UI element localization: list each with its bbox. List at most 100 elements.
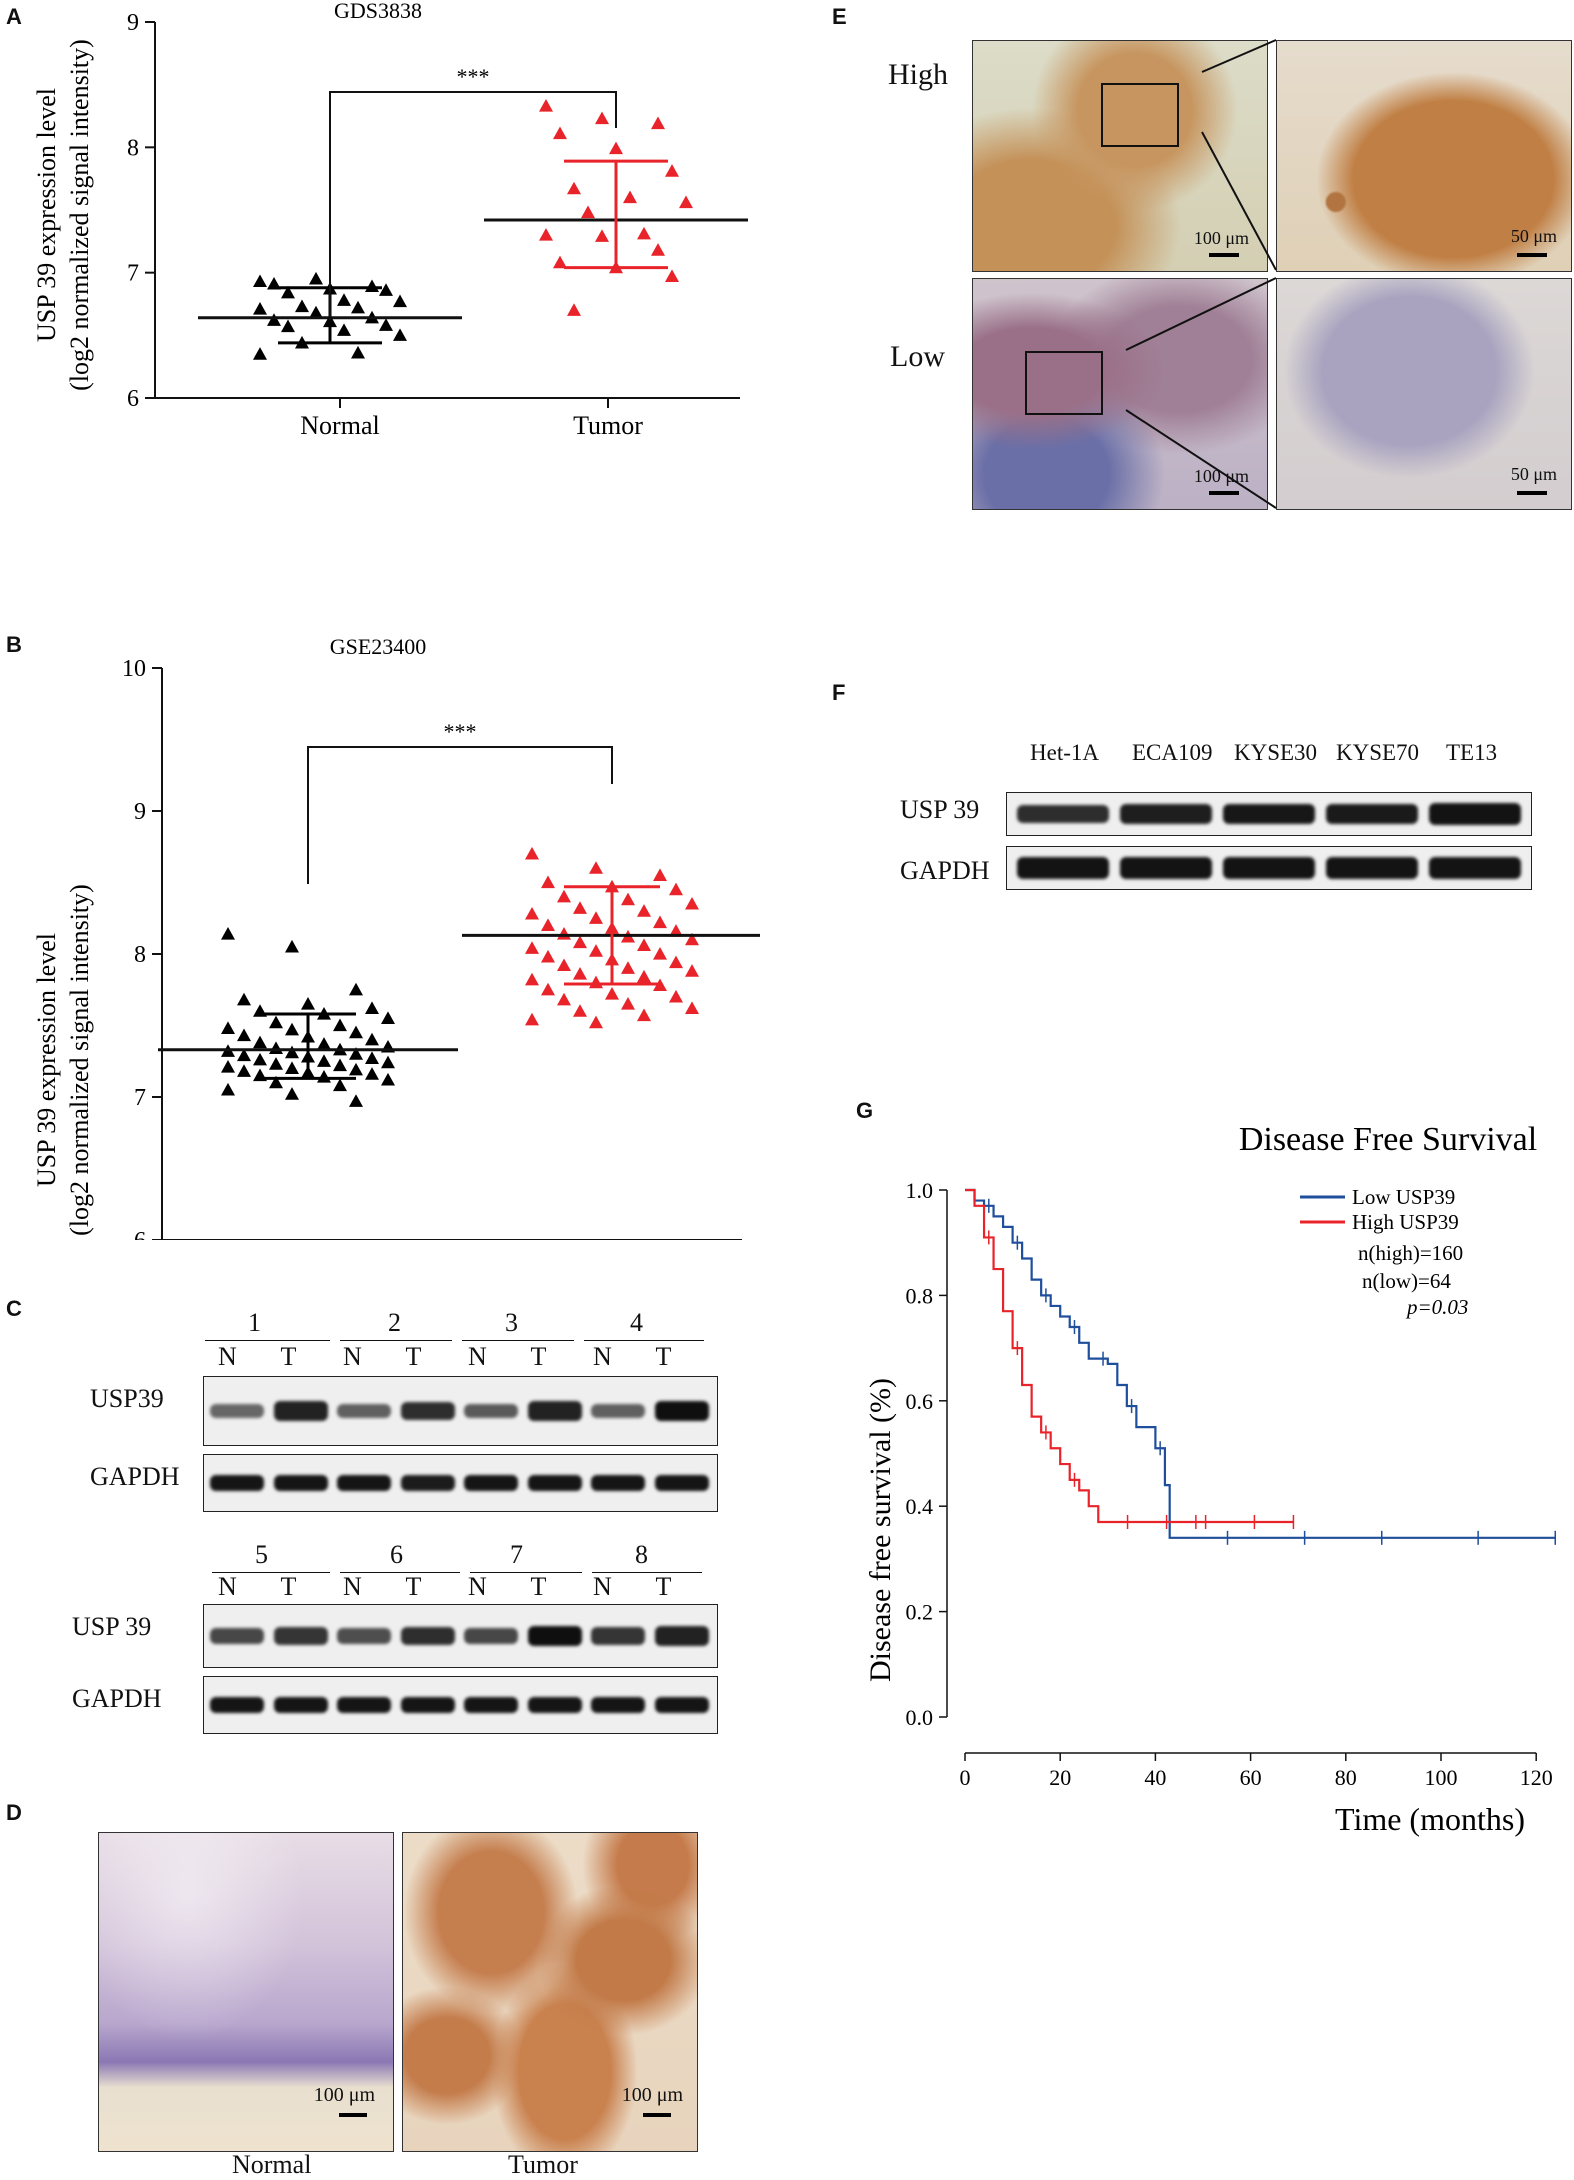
chart-b-ylabel-2: (log2 normalized signal intensity): [65, 884, 94, 1236]
data-point: [267, 276, 281, 290]
x-tick-label: 20: [1049, 1765, 1071, 1790]
data-point: [221, 1082, 235, 1096]
x-tick-label: 80: [1335, 1765, 1357, 1790]
data-point: [553, 126, 567, 140]
blot-band: [464, 1697, 518, 1713]
data-point: [557, 992, 571, 1006]
data-point: [269, 1075, 283, 1089]
blot-band: [1429, 857, 1521, 879]
data-point: [221, 1059, 235, 1073]
blot-band: [591, 1404, 645, 1418]
blot-band: [273, 1627, 328, 1645]
significance-stars: ***: [444, 719, 477, 744]
panel-label-g: G: [856, 1098, 874, 1123]
data-point: [595, 111, 609, 125]
blot-gapdh-set1: [203, 1454, 718, 1512]
lane-label-6: 6: [390, 1540, 403, 1569]
data-point: [253, 1052, 267, 1066]
blot-band: [1223, 857, 1315, 879]
data-point: [317, 1037, 331, 1050]
data-point: [621, 892, 635, 906]
blot-label-gapdh-2: GAPDH: [72, 1684, 162, 1713]
y-tick-label: 8: [134, 942, 146, 968]
data-point: [581, 205, 595, 219]
blot-band: [1017, 857, 1109, 879]
chart-b-plot: 678910NormalTumor***: [122, 656, 760, 1240]
lane-label-n: N: [343, 1572, 362, 1601]
data-point: [637, 938, 651, 952]
data-point: [365, 1051, 379, 1064]
western-blot-c: 1 2 3 4 N T N T N T N T USP39 GAPDH 5 6 7 8 N T N…: [0, 1290, 760, 1734]
lane-label-n: N: [468, 1572, 487, 1601]
chart-g-xlabel: Time (months): [1335, 1801, 1525, 1837]
data-point: [573, 967, 587, 980]
lane-divider: [340, 1572, 460, 1573]
zoom-region-box: [1025, 351, 1103, 415]
blot-band: [1326, 803, 1418, 825]
data-point: [539, 228, 553, 241]
data-point: [285, 1087, 299, 1100]
lane-label-1: 1: [248, 1308, 261, 1337]
data-point: [237, 1064, 251, 1077]
panel-label-a: A: [6, 4, 22, 29]
data-point: [379, 318, 393, 331]
lane-divider: [470, 1572, 582, 1573]
data-point: [237, 1028, 251, 1042]
blot-band: [654, 1400, 709, 1422]
blot-band: [273, 1475, 328, 1491]
legend-low: Low USP39: [1352, 1185, 1455, 1209]
data-point: [309, 305, 323, 319]
panel-label-d: D: [6, 1800, 22, 1825]
scale-bar: [1209, 253, 1239, 257]
chart-g-plot: 0.0 0.2 0.4 0.6 0.8 1.0 0 20 40 60 80 100 120: [906, 1178, 1556, 1790]
data-point: [573, 935, 587, 949]
data-point: [573, 901, 587, 914]
data-point: [637, 904, 651, 917]
data-point: [337, 293, 351, 306]
data-point: [333, 1058, 347, 1072]
data-point: [589, 944, 603, 957]
data-point: [637, 226, 651, 240]
data-point: [525, 846, 539, 860]
data-point: [525, 906, 539, 920]
x-tick-label: Normal: [300, 411, 379, 440]
data-point: [381, 1055, 395, 1069]
significance-bracket: [329, 91, 617, 320]
data-point: [589, 911, 603, 924]
lane-label-2: 2: [388, 1308, 401, 1337]
blot-band: [210, 1475, 264, 1491]
blot-label-usp39: USP39: [90, 1384, 164, 1413]
blot-usp39-cell-lines: [1006, 792, 1532, 836]
data-point: [685, 1001, 699, 1014]
data-point: [285, 1045, 299, 1059]
data-point: [381, 1011, 395, 1024]
data-point: [653, 868, 667, 881]
blot-band: [273, 1401, 328, 1421]
blot-band: [210, 1628, 264, 1644]
chart-a-ylabel-2: (log2 normalized signal intensity): [65, 39, 94, 391]
x-tick-label: 60: [1240, 1765, 1262, 1790]
data-point: [595, 229, 609, 242]
cell-line-label: TE13: [1446, 740, 1498, 765]
data-point: [351, 300, 365, 314]
scale-bar-label: 100 μm: [621, 2084, 683, 2106]
ihc-image-low-high-mag: 50 μm: [1276, 278, 1572, 510]
data-point: [381, 1072, 395, 1086]
chart-b-ylabel-1: USP 39 expression level: [32, 933, 61, 1187]
cell-line-label: KYSE30: [1234, 740, 1318, 765]
data-point: [281, 285, 295, 299]
ihc-image-high-high-mag: 50 μm: [1276, 40, 1572, 272]
scale-bar: [339, 2113, 367, 2117]
annotation-n-high: n(high)=160: [1358, 1241, 1463, 1265]
scale-bar-label: 100 μm: [1193, 228, 1249, 248]
x-tick-label: Tumor: [573, 411, 643, 440]
data-point: [539, 98, 553, 112]
data-point: [285, 939, 299, 953]
data-point: [317, 1069, 331, 1083]
scale-bar: [1209, 491, 1239, 495]
blot-band: [1223, 803, 1315, 825]
scale-bar: [1517, 253, 1547, 257]
data-point: [237, 992, 251, 1006]
row-label-low: Low: [890, 340, 945, 373]
